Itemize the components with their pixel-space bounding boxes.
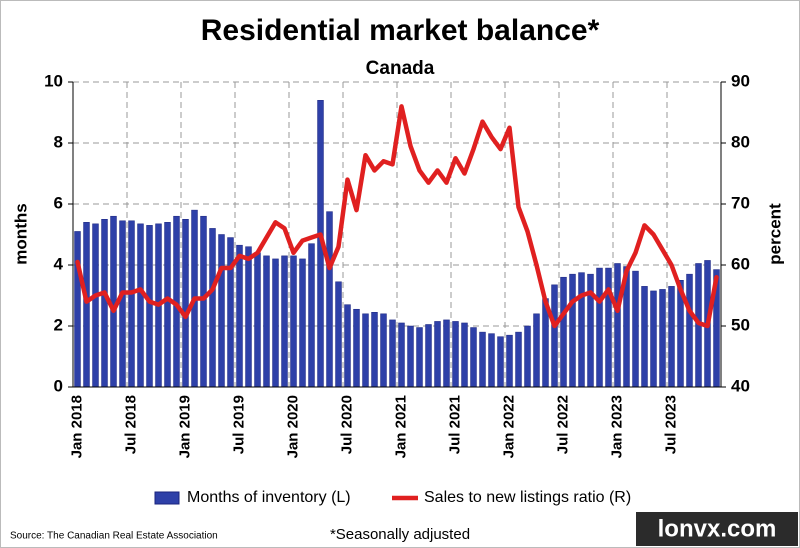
bar [434, 321, 441, 388]
y-tick-label: 2 [54, 315, 63, 334]
bar [299, 258, 306, 388]
x-tick-label: Jul 2022 [554, 395, 571, 454]
watermark: lonvx.com [658, 515, 777, 542]
bar [281, 255, 288, 388]
bar [335, 281, 342, 388]
line [75, 104, 719, 329]
y2-tick-label: 80 [731, 132, 750, 151]
bar [650, 290, 657, 388]
y-tick-label: 8 [54, 132, 63, 151]
bar [560, 276, 567, 388]
y2-tick-label: 50 [731, 315, 750, 334]
bar [686, 273, 693, 388]
bar [254, 252, 261, 388]
bar [569, 273, 576, 388]
chart-subtitle: Canada [366, 58, 435, 79]
bar [497, 336, 504, 388]
x-tick-label: Jan 2021 [392, 395, 409, 458]
y2-tick-label: 70 [731, 193, 750, 212]
watermark-box [636, 512, 798, 546]
bar [596, 267, 603, 388]
bar [614, 263, 621, 388]
bar [380, 313, 387, 388]
bar [137, 223, 144, 388]
bar [443, 319, 450, 388]
source: Source: The Canadian Real Estate Associa… [10, 531, 218, 542]
y2-axis-label: percent [765, 203, 784, 265]
bar [164, 222, 171, 388]
bar [362, 313, 369, 388]
bar [515, 331, 522, 388]
bar [479, 331, 486, 388]
y-axis-label: months [11, 203, 30, 264]
bar [488, 333, 495, 388]
x-tick-label: Jul 2019 [230, 395, 247, 454]
bar [290, 255, 297, 388]
bar [263, 255, 270, 388]
bar [389, 319, 396, 388]
bar [659, 289, 666, 388]
bar [236, 244, 243, 388]
x-tick-label: Jul 2023 [662, 395, 679, 454]
y-tick-label: 0 [54, 376, 63, 395]
y2-tick-label: 90 [731, 71, 750, 90]
bar [371, 312, 378, 388]
bar [452, 321, 459, 388]
bar [425, 324, 432, 388]
bar [344, 304, 351, 388]
bar [182, 219, 189, 388]
bar [605, 267, 612, 388]
x-tick-label: Jul 2020 [338, 395, 355, 454]
bar [506, 334, 513, 388]
bar [92, 223, 99, 388]
x-tick-label: Jul 2018 [122, 395, 139, 454]
x-tick-label: Jul 2021 [446, 395, 463, 454]
x-tick-label: Jan 2019 [176, 395, 193, 458]
bar [551, 284, 558, 388]
bar [74, 231, 81, 388]
bar [407, 325, 414, 388]
y2-tick-label: 60 [731, 254, 750, 273]
bar [101, 219, 108, 388]
bar [353, 308, 360, 388]
legend-label: Months of inventory (L) [187, 489, 351, 506]
chart-title: Residential market balance* [201, 14, 600, 47]
x-tick-label: Jan 2022 [500, 395, 517, 458]
bar [470, 327, 477, 388]
bar [416, 327, 423, 388]
y-tick-label: 10 [44, 71, 63, 90]
y-tick-label: 4 [54, 254, 64, 273]
y-tick-label: 6 [54, 193, 63, 212]
bar [227, 237, 234, 388]
x-tick-label: Jan 2018 [68, 395, 85, 458]
bar [461, 322, 468, 388]
bar [632, 270, 639, 388]
bar [218, 234, 225, 388]
bar [119, 220, 126, 388]
bar [533, 313, 540, 388]
y2-tick-label: 40 [731, 376, 750, 395]
bar [83, 222, 90, 388]
bar [326, 211, 333, 388]
bar [524, 325, 531, 388]
bar [668, 286, 675, 388]
bar [146, 225, 153, 388]
legend-swatch [154, 491, 180, 505]
bar [245, 246, 252, 388]
bar [308, 243, 315, 388]
bar [128, 220, 135, 388]
legend-label: Sales to new listings ratio (R) [424, 489, 631, 506]
bar [272, 258, 279, 388]
bar [209, 228, 216, 388]
bar [641, 286, 648, 388]
x-tick-label: Jan 2023 [608, 395, 625, 458]
bar [578, 272, 585, 388]
bar [398, 322, 405, 388]
footnote: *Seasonally adjusted [330, 526, 470, 543]
bar [200, 215, 207, 388]
x-tick-label: Jan 2020 [284, 395, 301, 458]
